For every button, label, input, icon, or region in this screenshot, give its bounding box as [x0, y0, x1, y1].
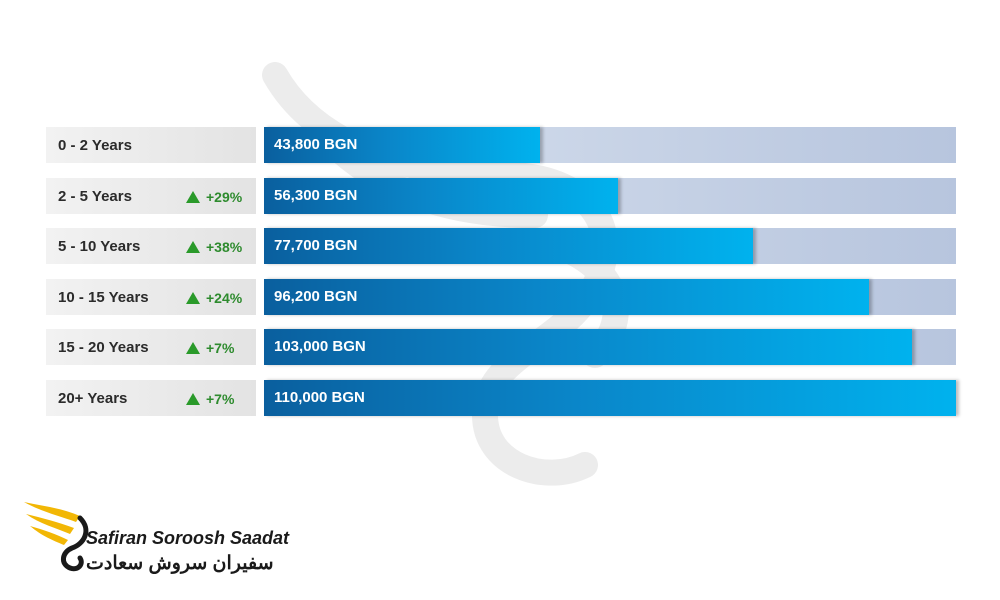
up-arrow-icon: [186, 190, 200, 203]
salary-bar: 77,700 BGN: [264, 228, 753, 265]
growth-indicator: +24%: [186, 279, 242, 317]
bar-track: 110,000 BGN: [264, 380, 956, 416]
category-cell: 5 - 10 Years +38%: [46, 228, 256, 266]
growth-label: +29%: [206, 188, 243, 205]
bar-row: 5 - 10 Years +38% 77,700 BGN: [46, 228, 956, 266]
bar-row: 20+ Years +7% 110,000 BGN: [46, 380, 956, 416]
growth-label: +24%: [206, 289, 243, 306]
value-label: 110,000 BGN: [274, 389, 365, 406]
bar-track: 56,300 BGN: [264, 177, 956, 214]
bar-track: 103,000 BGN: [264, 329, 956, 366]
value-label: 43,800 BGN: [274, 136, 358, 153]
growth-indicator: +7%: [186, 380, 234, 418]
category-label: 5 - 10 Years: [58, 238, 141, 256]
category-label: 2 - 5 Years: [58, 187, 132, 205]
growth-label: +7%: [206, 340, 235, 357]
up-arrow-icon: [186, 342, 200, 355]
salary-bar: 103,000 BGN: [264, 329, 912, 366]
category-cell: 10 - 15 Years +24%: [46, 278, 256, 317]
growth-label: +38%: [206, 239, 243, 256]
value-label: 56,300 BGN: [274, 186, 358, 204]
up-arrow-icon: [186, 241, 200, 254]
category-cell: 2 - 5 Years +29%: [46, 177, 256, 216]
bar-row: 2 - 5 Years +29% 56,300 BGN: [46, 177, 956, 216]
category-cell: 15 - 20 Years +7%: [46, 329, 256, 367]
bar-row: 0 - 2 Years 43,800 BGN: [46, 127, 956, 163]
bar-track: 77,700 BGN: [264, 228, 956, 265]
growth-indicator: +38%: [186, 228, 242, 266]
salary-bar: 96,200 BGN: [264, 278, 869, 315]
salary-bar: 56,300 BGN: [264, 177, 618, 214]
up-arrow-icon: [186, 291, 200, 304]
category-label: 10 - 15 Years: [58, 288, 149, 306]
growth-indicator: +29%: [186, 178, 242, 216]
category-cell: 0 - 2 Years: [46, 127, 256, 163]
category-label: 15 - 20 Years: [58, 339, 149, 357]
category-label: 20+ Years: [58, 390, 128, 407]
brand-name-persian: سفیران سروش سعادت: [86, 553, 274, 574]
growth-label: +7%: [206, 391, 235, 407]
category-cell: 20+ Years +7%: [46, 380, 256, 416]
bar-track: 43,800 BGN: [264, 127, 956, 163]
brand-logo: Safiran Soroosh Saadat سفیران سروش سعادت: [22, 494, 297, 584]
growth-indicator: +7%: [186, 329, 234, 367]
value-label: 77,700 BGN: [274, 237, 358, 255]
salary-bar: 43,800 BGN: [264, 127, 540, 163]
bar-row: 10 - 15 Years +24% 96,200 BGN: [46, 278, 956, 317]
value-label: 96,200 BGN: [274, 287, 358, 305]
salary-bar: 110,000 BGN: [264, 380, 956, 416]
bar-row: 15 - 20 Years +7% 103,000 BGN: [46, 329, 956, 367]
brand-name-english: Safiran Soroosh Saadat: [86, 528, 290, 548]
category-label: 0 - 2 Years: [58, 137, 132, 154]
up-arrow-icon: [186, 393, 200, 405]
value-label: 103,000 BGN: [274, 338, 366, 356]
wing-swan-icon: [24, 502, 89, 572]
bar-track: 96,200 BGN: [264, 278, 956, 315]
